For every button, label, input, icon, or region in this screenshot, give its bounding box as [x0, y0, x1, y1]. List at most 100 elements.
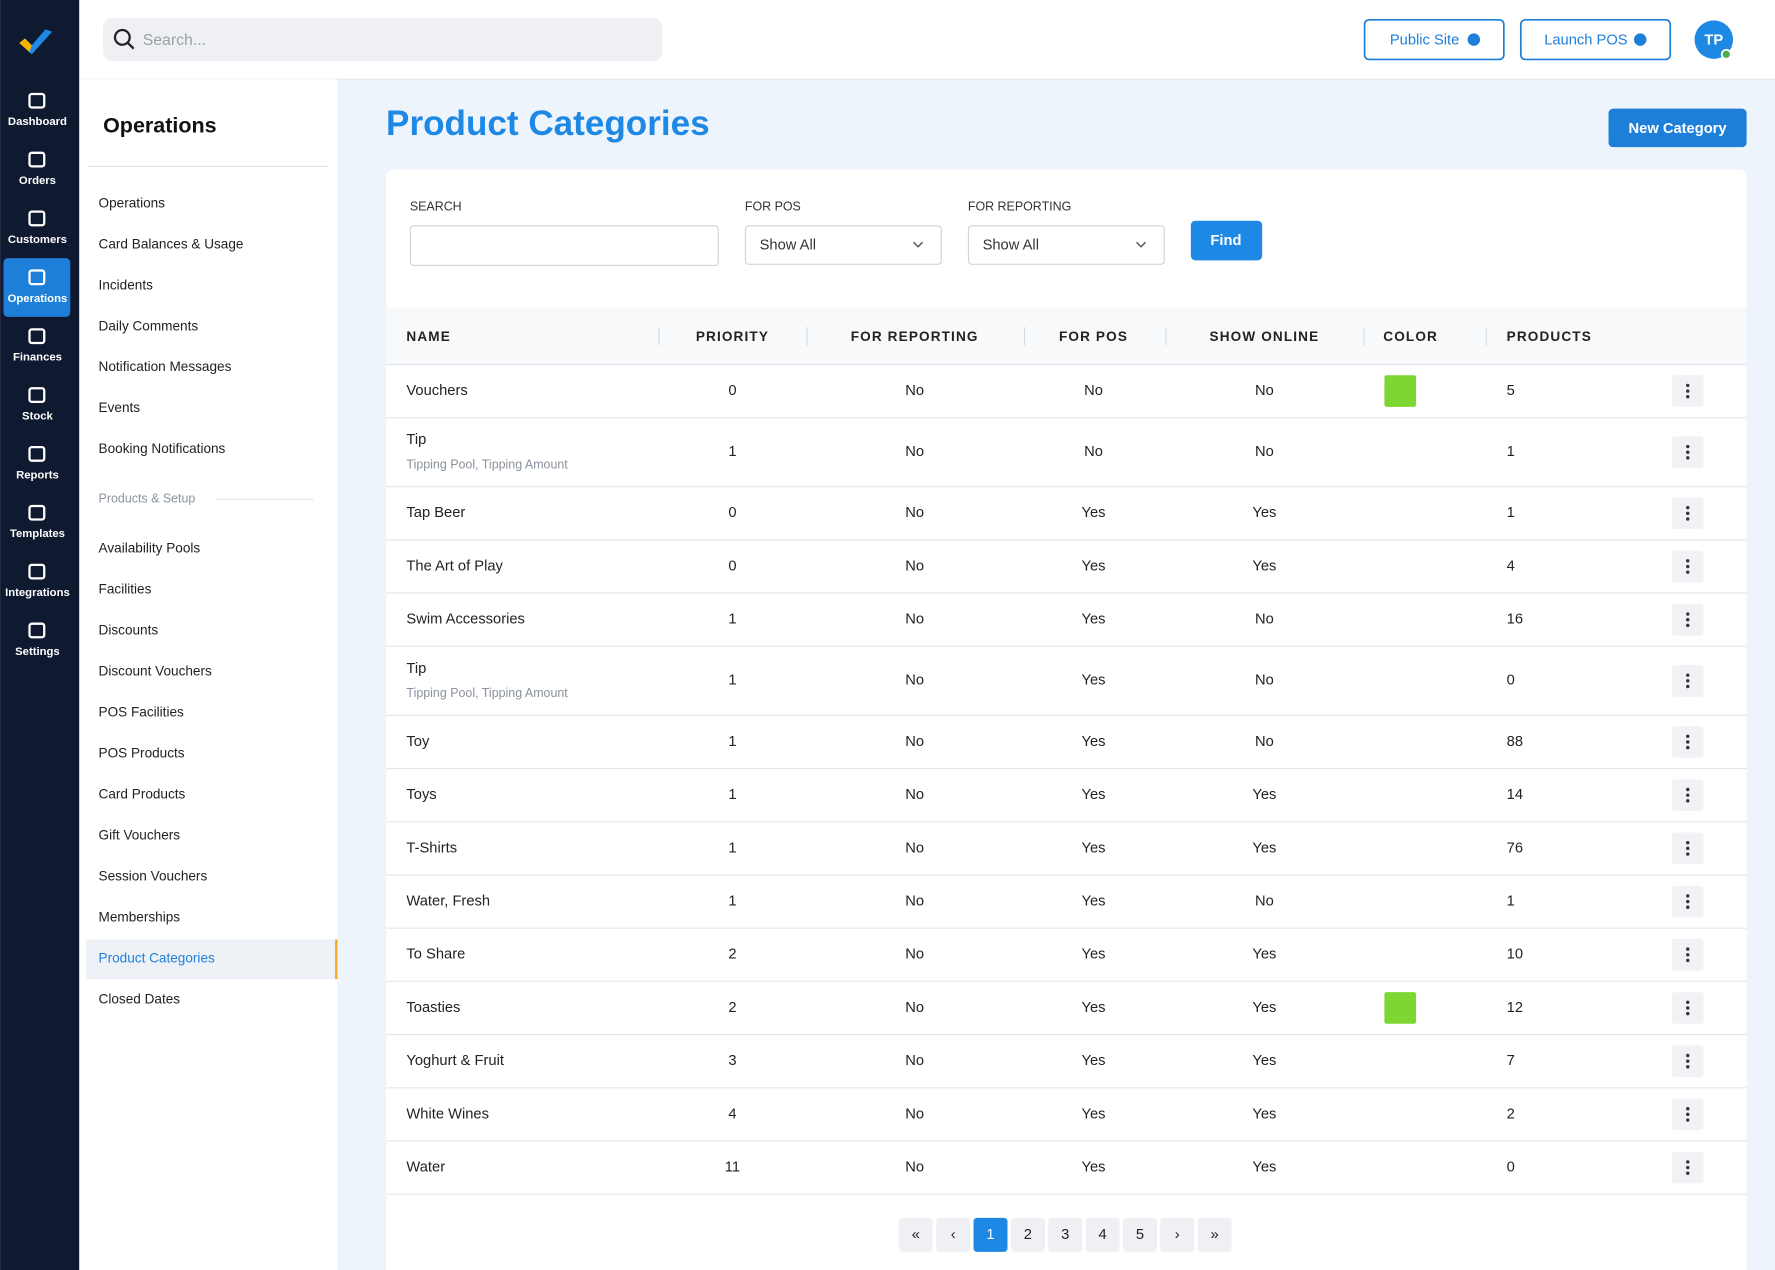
menu-dot	[1686, 1053, 1690, 1058]
cell-online: No	[1255, 383, 1274, 399]
nav-label[interactable]: Dashboard	[8, 116, 67, 128]
nav-label[interactable]: Orders	[19, 175, 56, 187]
page-button[interactable]	[1085, 1217, 1120, 1252]
menu-dot	[1686, 1000, 1690, 1005]
page-label: »	[1211, 1227, 1219, 1243]
side-menu-item[interactable]: Card Products	[99, 786, 186, 801]
side-menu-item[interactable]: Memberships	[99, 909, 181, 924]
side-menu-item[interactable]: POS Facilities	[99, 704, 184, 719]
nav-label[interactable]: Settings	[15, 646, 60, 658]
menu-dot	[1686, 395, 1690, 399]
color-swatch	[1384, 992, 1417, 1024]
cell-online: No	[1255, 734, 1274, 750]
menu-dot	[1686, 787, 1690, 792]
cell-name: To Share	[406, 947, 465, 963]
new-category-label: New Category	[1629, 121, 1728, 137]
nav-label[interactable]: Stock	[22, 411, 53, 423]
page-label: 1	[986, 1227, 994, 1243]
cell-name: Toy	[406, 734, 430, 750]
nav-icon	[28, 210, 46, 227]
cell-pos: No	[1084, 383, 1103, 399]
page-button[interactable]	[1122, 1217, 1157, 1252]
cell-name: Water	[406, 1159, 445, 1175]
nav-label[interactable]: Reports	[16, 469, 59, 481]
page-button[interactable]	[1010, 1217, 1045, 1252]
menu-dot	[1686, 673, 1690, 677]
side-menu-item[interactable]: Events	[99, 400, 141, 415]
nav-label[interactable]: Templates	[10, 528, 65, 540]
page-button[interactable]	[973, 1217, 1008, 1252]
cell-products: 14	[1507, 787, 1523, 803]
side-menu-item[interactable]: Notification Messages	[99, 359, 232, 374]
cell-reporting: No	[905, 893, 924, 909]
reporting-select[interactable]	[967, 225, 1165, 265]
menu-dot	[1686, 846, 1690, 851]
avatar[interactable]	[1694, 20, 1734, 59]
search-box[interactable]	[103, 18, 663, 62]
side-menu-item[interactable]: Product Categories	[99, 950, 215, 965]
nav-label[interactable]: Integrations	[5, 587, 70, 599]
status-dot	[1720, 48, 1732, 60]
side-menu-item[interactable]: Operations	[99, 195, 166, 210]
cell-products: 16	[1507, 612, 1523, 628]
menu-dot	[1686, 564, 1690, 569]
header-button[interactable]	[1363, 18, 1505, 61]
page-label: 3	[1061, 1227, 1069, 1243]
cell-reporting: No	[905, 1159, 924, 1175]
nav-icon	[28, 445, 46, 462]
menu-dot	[1686, 456, 1690, 460]
side-menu-item[interactable]: Discount Vouchers	[99, 663, 212, 678]
menu-dot	[1686, 1006, 1690, 1010]
menu-dot	[1686, 679, 1690, 683]
nav-label[interactable]: Finances	[13, 352, 62, 364]
nav-label[interactable]: Operations	[8, 293, 68, 305]
page-label: ›	[1175, 1227, 1180, 1243]
side-menu-item[interactable]: Facilities	[99, 582, 152, 597]
cell-reporting: No	[905, 383, 924, 399]
side-menu-item[interactable]: Gift Vouchers	[99, 827, 181, 842]
side-menu-item[interactable]: POS Products	[99, 745, 185, 760]
menu-dot	[1686, 1011, 1690, 1016]
find-label: Find	[1210, 233, 1241, 249]
menu-dot	[1686, 1171, 1690, 1175]
side-menu-item[interactable]: Booking Notifications	[99, 441, 226, 456]
menu-dot	[1686, 1107, 1690, 1111]
chevron	[1135, 241, 1147, 248]
page-button[interactable]	[1048, 1217, 1083, 1252]
column-header: SHOW ONLINE	[1210, 329, 1320, 344]
side-menu-item[interactable]: Incidents	[99, 277, 154, 292]
search-input[interactable]	[409, 225, 719, 266]
cell-products: 1	[1507, 444, 1515, 460]
side-menu-item[interactable]: Discounts	[99, 623, 159, 638]
cell-priority: 1	[728, 787, 736, 803]
page-button[interactable]	[1160, 1217, 1195, 1252]
active-marker	[335, 939, 338, 980]
side-menu-item[interactable]: Closed Dates	[99, 991, 181, 1006]
cell-reporting: No	[905, 1000, 924, 1016]
page-button[interactable]	[898, 1217, 933, 1252]
cell-online: Yes	[1252, 1159, 1276, 1175]
side-menu-item[interactable]: Daily Comments	[99, 318, 199, 333]
cell-name: Toasties	[406, 1000, 460, 1016]
page-label: 4	[1098, 1227, 1106, 1243]
page-button[interactable]	[1197, 1217, 1232, 1252]
menu-dot	[1686, 793, 1690, 797]
pos-select-value: Show All	[760, 238, 816, 254]
page-button[interactable]	[936, 1217, 971, 1252]
page-label: «	[912, 1227, 920, 1243]
side-menu-item[interactable]: Availability Pools	[99, 541, 201, 556]
nav-icon	[28, 151, 46, 168]
cell-online: Yes	[1252, 558, 1276, 574]
cell-reporting: No	[905, 444, 924, 460]
side-menu-item[interactable]: Card Balances & Usage	[99, 236, 244, 251]
header-button[interactable]	[1519, 18, 1672, 61]
pos-select[interactable]	[744, 225, 942, 265]
nav-icon	[28, 622, 46, 639]
side-menu-item[interactable]: Session Vouchers	[99, 868, 208, 883]
cell-priority: 0	[728, 383, 736, 399]
nav-label[interactable]: Customers	[8, 234, 67, 246]
cell-name: Tip	[406, 661, 426, 677]
new-category-button[interactable]	[1608, 108, 1747, 148]
find-button[interactable]	[1190, 220, 1263, 261]
menu-dot	[1686, 799, 1690, 803]
